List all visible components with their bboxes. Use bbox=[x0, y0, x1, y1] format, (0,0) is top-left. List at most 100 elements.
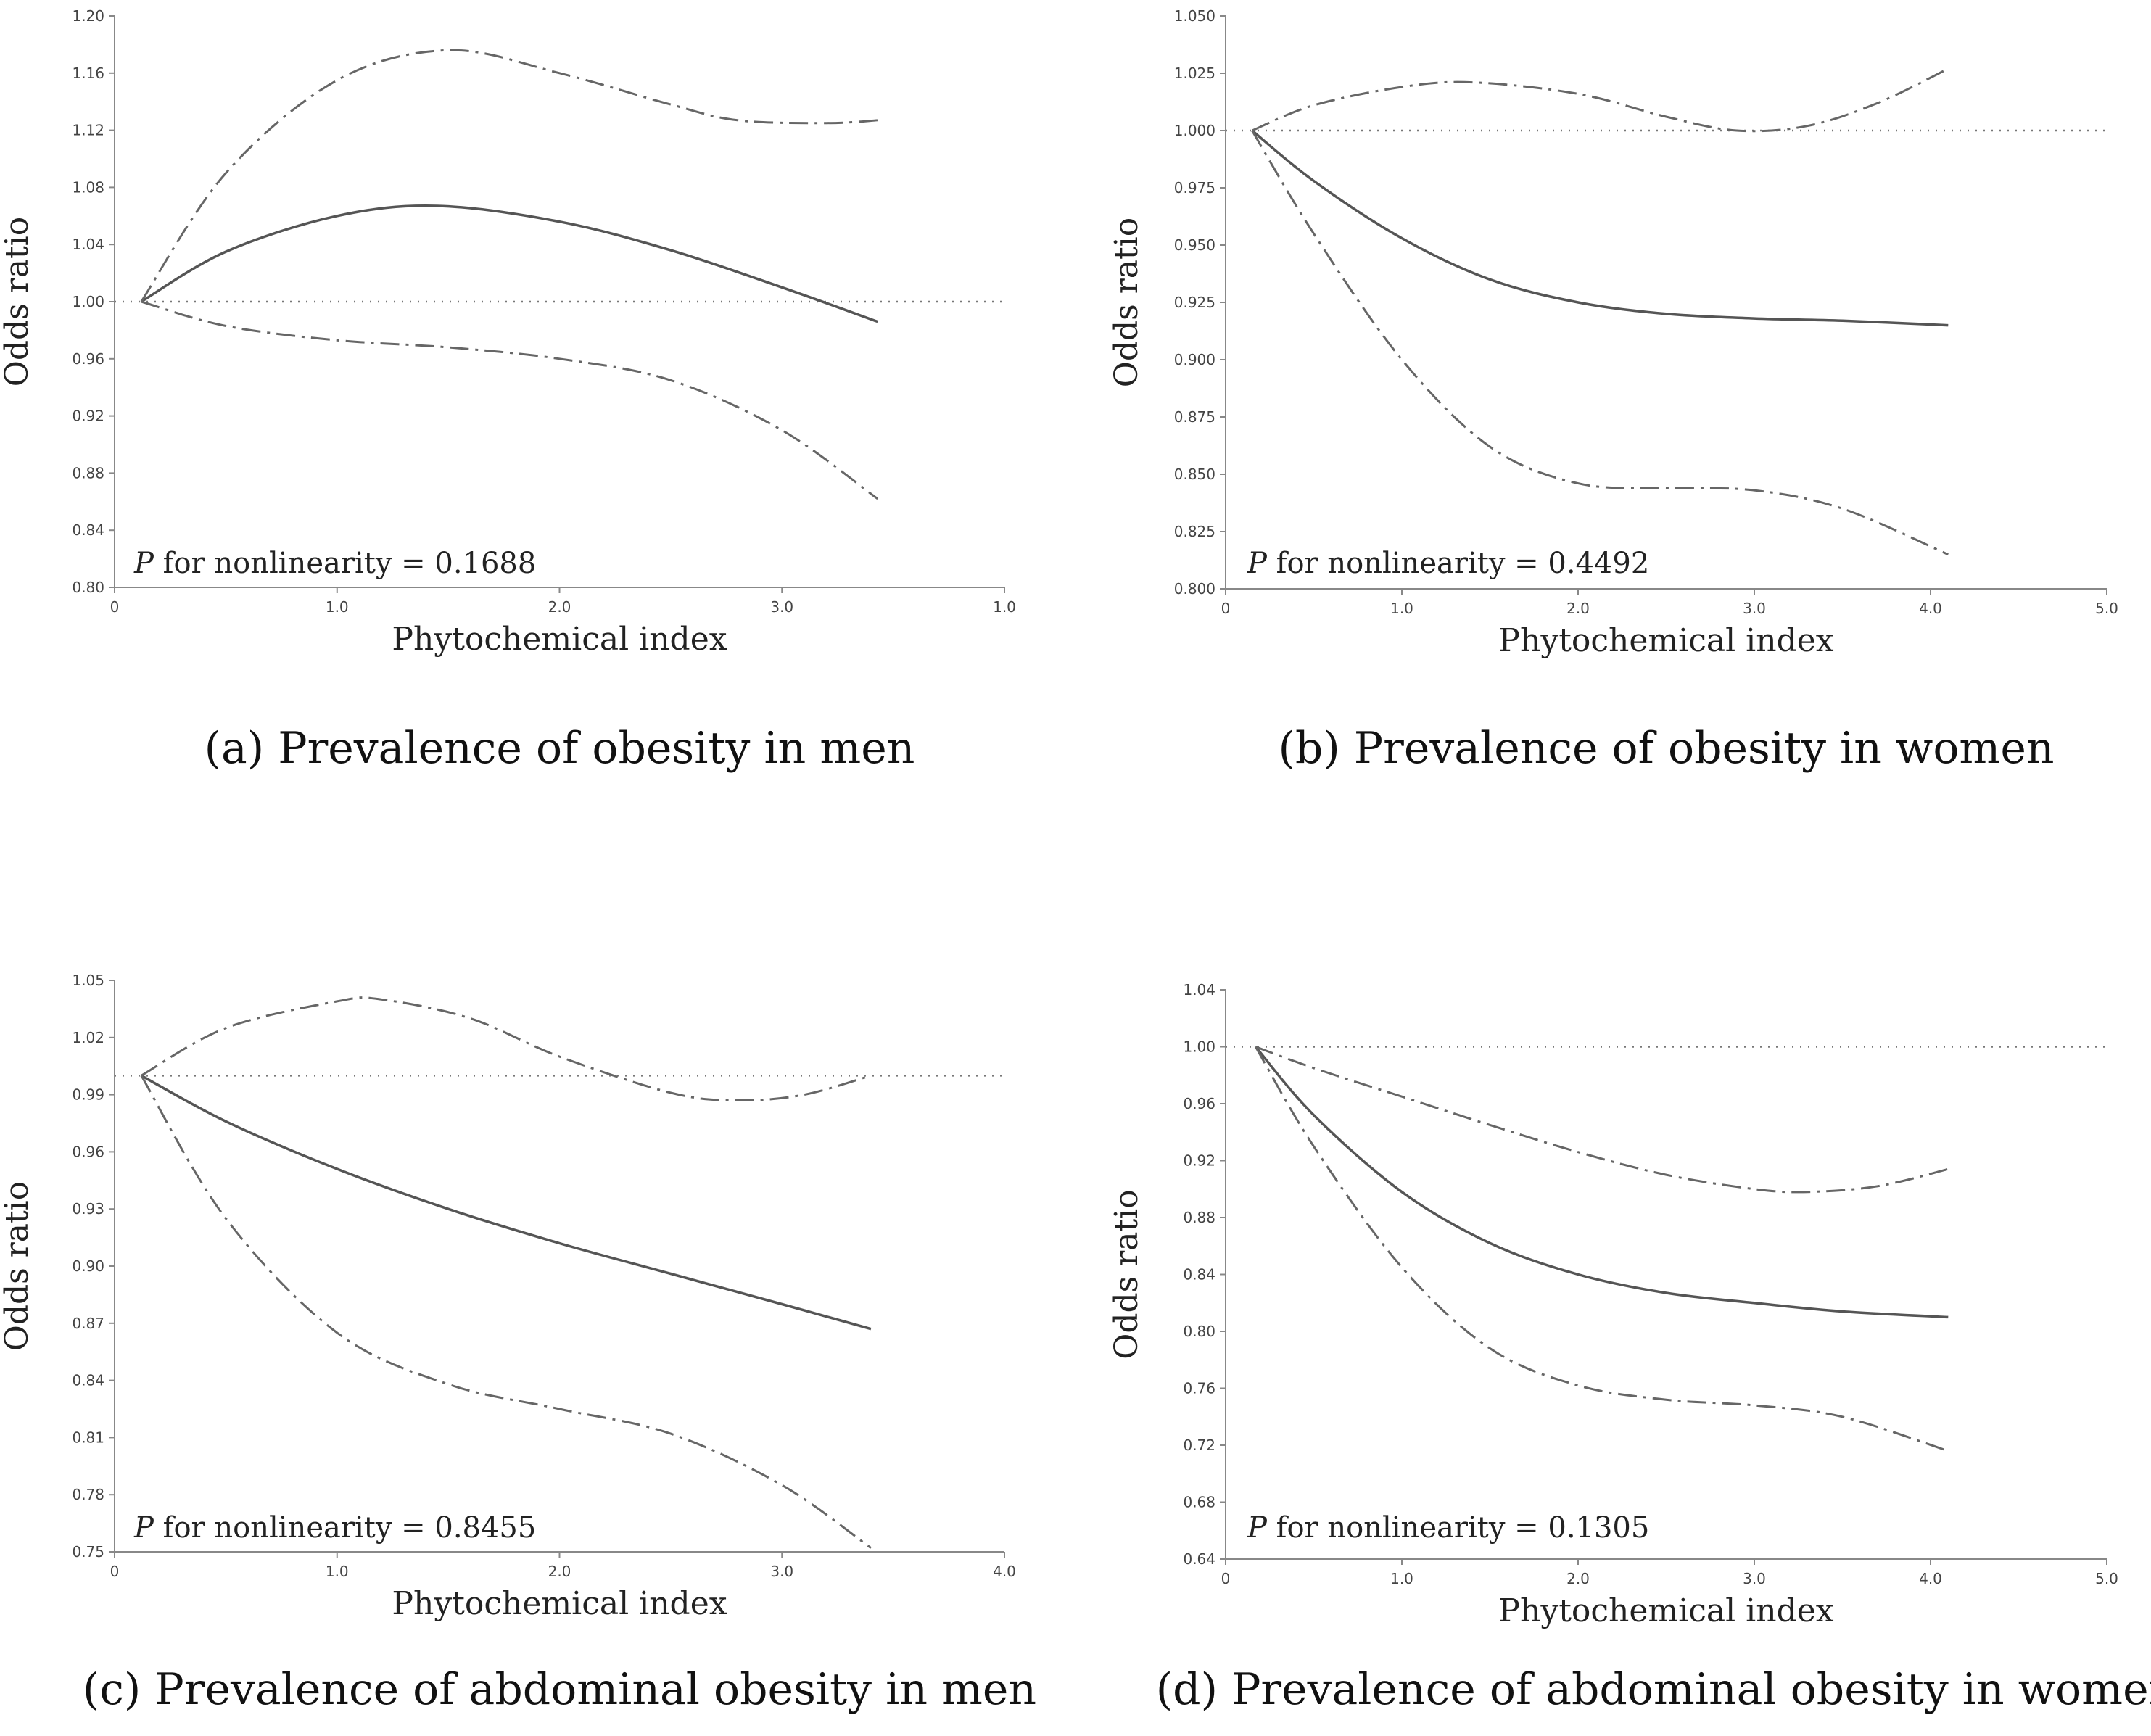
y-axis-title: Odds ratio bbox=[1108, 218, 1145, 387]
x-tick-label: 0 bbox=[1221, 600, 1231, 617]
y-tick-label: 0.76 bbox=[1183, 1380, 1215, 1397]
y-tick-label: 0.72 bbox=[1183, 1437, 1215, 1454]
y-tick-label: 0.875 bbox=[1174, 408, 1215, 426]
p-symbol: P bbox=[1247, 547, 1268, 580]
y-tick-label: 0.96 bbox=[72, 350, 104, 368]
x-tick-label: 4.0 bbox=[993, 1563, 1016, 1580]
y-tick-label: 0.80 bbox=[72, 579, 104, 596]
y-tick-label: 0.84 bbox=[72, 1372, 104, 1389]
chart-panel-a: 0.800.840.880.920.961.001.041.081.121.16… bbox=[0, 7, 1016, 774]
y-tick-label: 0.84 bbox=[1183, 1266, 1215, 1284]
y-tick-label: 0.78 bbox=[72, 1486, 104, 1503]
upper-ci-line bbox=[1255, 1046, 1949, 1194]
x-axis-title: Phytochemical index bbox=[392, 1585, 727, 1622]
x-tick-label: 1.0 bbox=[993, 598, 1016, 616]
y-tick-label: 0.93 bbox=[72, 1200, 104, 1218]
x-tick-label: 3.0 bbox=[1743, 1570, 1766, 1587]
y-tick-label: 0.825 bbox=[1174, 523, 1215, 540]
odds-ratio-line bbox=[140, 204, 878, 323]
y-tick-label: 0.75 bbox=[72, 1543, 104, 1561]
nonlinearity-annotation: P for nonlinearity = 0.1688 bbox=[133, 547, 536, 580]
y-tick-label: 1.08 bbox=[72, 178, 104, 196]
y-tick-label: 1.00 bbox=[1183, 1038, 1215, 1056]
y-tick-label: 0.950 bbox=[1174, 236, 1215, 254]
y-tick-label: 0.90 bbox=[72, 1257, 104, 1275]
x-tick-label: 3.0 bbox=[1743, 600, 1766, 617]
lower-ci-line bbox=[1251, 130, 1949, 555]
panel-caption: (d) Prevalence of abdominal obesity in w… bbox=[1156, 1664, 2151, 1715]
x-axis-title: Phytochemical index bbox=[1498, 1592, 1833, 1629]
odds-ratio-line bbox=[140, 1074, 872, 1331]
y-tick-label: 1.000 bbox=[1174, 122, 1215, 139]
y-tick-label: 0.925 bbox=[1174, 294, 1215, 311]
x-tick-label: 1.0 bbox=[1390, 1570, 1413, 1587]
y-tick-label: 0.96 bbox=[1183, 1095, 1215, 1112]
y-tick-label: 1.16 bbox=[72, 65, 104, 82]
y-axis-title: Odds ratio bbox=[0, 217, 36, 387]
annotation-text: for nonlinearity = 0.1305 bbox=[1267, 1511, 1649, 1545]
y-tick-label: 0.96 bbox=[72, 1143, 104, 1160]
lower-ci-line bbox=[1255, 1046, 1949, 1452]
y-tick-label: 0.92 bbox=[72, 408, 104, 425]
chart-panel-c: 0.750.780.810.840.870.900.930.960.991.02… bbox=[0, 972, 1036, 1715]
p-symbol: P bbox=[133, 1511, 154, 1545]
panel-caption: (a) Prevalence of obesity in men bbox=[205, 723, 915, 774]
y-tick-label: 0.975 bbox=[1174, 179, 1215, 197]
y-tick-label: 1.025 bbox=[1174, 65, 1215, 82]
y-tick-label: 0.80 bbox=[1183, 1323, 1215, 1340]
y-tick-label: 1.04 bbox=[1183, 981, 1215, 999]
y-tick-label: 0.92 bbox=[1183, 1152, 1215, 1170]
y-tick-label: 0.87 bbox=[72, 1315, 104, 1332]
x-tick-label: 2.0 bbox=[548, 1563, 571, 1580]
y-tick-label: 0.800 bbox=[1174, 580, 1215, 598]
chart-panel-d: 0.640.680.720.760.800.840.880.920.961.00… bbox=[1108, 981, 2151, 1715]
odds-ratio-line bbox=[1251, 129, 1949, 327]
x-tick-label: 0 bbox=[110, 598, 120, 616]
x-tick-label: 1.0 bbox=[1390, 600, 1413, 617]
nonlinearity-annotation: P for nonlinearity = 0.1305 bbox=[1247, 1511, 1649, 1545]
y-tick-label: 1.04 bbox=[72, 236, 104, 253]
panel-caption: (b) Prevalence of obesity in women bbox=[1279, 723, 2055, 774]
y-tick-label: 1.00 bbox=[72, 293, 104, 310]
y-tick-label: 0.850 bbox=[1174, 466, 1215, 483]
x-tick-label: 1.0 bbox=[326, 1563, 349, 1580]
x-tick-label: 5.0 bbox=[2095, 600, 2118, 617]
x-tick-label: 0 bbox=[1221, 1570, 1231, 1587]
y-tick-label: 1.12 bbox=[72, 122, 104, 139]
y-tick-label: 0.64 bbox=[1183, 1550, 1215, 1568]
annotation-text: for nonlinearity = 0.1688 bbox=[154, 547, 536, 580]
y-tick-label: 1.20 bbox=[72, 7, 104, 25]
y-tick-label: 1.05 bbox=[72, 972, 104, 989]
x-tick-label: 1.0 bbox=[326, 598, 349, 616]
upper-ci-line bbox=[141, 996, 872, 1102]
p-symbol: P bbox=[133, 547, 154, 580]
x-tick-label: 2.0 bbox=[548, 598, 571, 616]
nonlinearity-annotation: P for nonlinearity = 0.8455 bbox=[133, 1511, 536, 1545]
annotation-text: for nonlinearity = 0.4492 bbox=[1267, 547, 1649, 580]
y-tick-label: 0.88 bbox=[1183, 1209, 1215, 1226]
y-tick-label: 1.050 bbox=[1174, 7, 1215, 25]
upper-ci-line bbox=[140, 49, 878, 302]
y-tick-label: 0.84 bbox=[72, 521, 104, 539]
x-tick-label: 4.0 bbox=[1919, 600, 1942, 617]
p-symbol: P bbox=[1247, 1511, 1268, 1545]
y-tick-label: 0.81 bbox=[72, 1429, 104, 1446]
y-tick-label: 0.68 bbox=[1183, 1494, 1215, 1511]
y-axis-title: Odds ratio bbox=[0, 1181, 36, 1351]
lower-ci-line bbox=[140, 1075, 872, 1549]
x-axis-title: Phytochemical index bbox=[1498, 622, 1833, 659]
x-tick-label: 2.0 bbox=[1566, 600, 1590, 617]
x-tick-label: 4.0 bbox=[1919, 1570, 1942, 1587]
y-tick-label: 1.02 bbox=[72, 1029, 104, 1046]
annotation-text: for nonlinearity = 0.8455 bbox=[154, 1511, 536, 1545]
x-tick-label: 2.0 bbox=[1566, 1570, 1590, 1587]
y-axis-title: Odds ratio bbox=[1108, 1189, 1145, 1359]
x-tick-label: 3.0 bbox=[770, 1563, 793, 1580]
nonlinearity-annotation: P for nonlinearity = 0.4492 bbox=[1247, 547, 1649, 580]
x-tick-label: 3.0 bbox=[770, 598, 793, 616]
y-tick-label: 0.88 bbox=[72, 464, 104, 481]
chart-panel-b: 0.800 0.825 0.850 0.875 0.900 0.925 0.950 0.975… bbox=[1108, 7, 2118, 774]
y-tick-label: 0.900 bbox=[1174, 351, 1215, 368]
upper-ci-line bbox=[1251, 67, 1949, 133]
